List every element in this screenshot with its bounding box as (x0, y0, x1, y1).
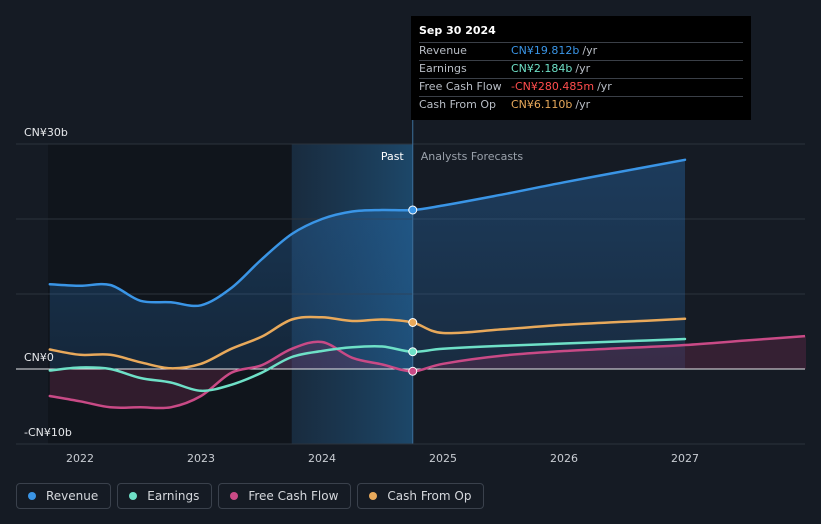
earnings-marker (408, 347, 418, 357)
tooltip-unit: /yr (575, 62, 591, 75)
past-label: Past (381, 150, 405, 163)
x-tick-label: 2022 (66, 452, 94, 465)
legend-label: Free Cash Flow (248, 489, 339, 503)
tooltip-value: CN¥2.184b (511, 62, 573, 75)
legend-dot-icon (129, 492, 138, 500)
tooltip-row-earnings: Earnings CN¥2.184b /yr (419, 60, 743, 78)
tooltip-label: Revenue (419, 44, 467, 57)
x-tick-label: 2027 (671, 452, 699, 465)
tooltip-unit: /yr (582, 44, 598, 57)
legend-label: Earnings (147, 489, 200, 503)
tooltip-row-cash-from-op: Cash From Op CN¥6.110b /yr (419, 96, 743, 114)
free-cash-flow-marker (408, 366, 418, 376)
tooltip-value: CN¥19.812b (511, 44, 580, 57)
y-tick-label: CN¥0 (24, 351, 54, 364)
tooltip-row-free-cash-flow: Free Cash Flow -CN¥280.485m /yr (419, 78, 743, 96)
revenue-line (48, 158, 687, 308)
free-cash-flow-area (49, 336, 807, 409)
legend-dot-icon (369, 492, 378, 500)
cash-from-op-marker (408, 318, 418, 327)
legend-label: Revenue (46, 489, 99, 503)
tooltip-panel: Sep 30 2024 Revenue CN¥19.812b /yr Earni… (411, 16, 751, 120)
tooltip-row-revenue: Revenue CN¥19.812b /yr (419, 42, 743, 60)
financials-chart: CN¥30b CN¥0 -CN¥10b 2022 2023 2024 2025 2026 202… (16, 120, 807, 465)
tooltip-unit: /yr (575, 98, 591, 111)
x-tick-label: 2024 (308, 452, 336, 465)
tooltip-label: Cash From Op (419, 98, 497, 111)
revenue-series (48, 158, 687, 308)
legend-label: Cash From Op (387, 489, 472, 503)
tooltip-value: -CN¥280.485m (511, 80, 595, 93)
tooltip-value: CN¥6.110b (511, 98, 573, 111)
earnings-line (48, 337, 687, 393)
legend: Revenue Earnings Free Cash Flow Cash Fro… (16, 483, 485, 509)
revenue-marker (408, 205, 418, 215)
cash-from-op-series (48, 315, 687, 370)
cash-from-op-line (48, 315, 687, 370)
forecast-label: Analysts Forecasts (421, 150, 524, 163)
tooltip-date: Sep 30 2024 (419, 24, 496, 37)
legend-item-revenue[interactable]: Revenue (16, 483, 112, 509)
x-tick-label: 2025 (429, 452, 457, 465)
y-tick-label: CN¥30b (24, 126, 68, 139)
legend-item-cash-from-op[interactable]: Cash From Op (357, 483, 485, 509)
x-tick-label: 2026 (550, 452, 578, 465)
legend-dot-icon (230, 492, 239, 500)
legend-dot-icon (28, 492, 36, 500)
x-tick-label: 2023 (187, 452, 215, 465)
tooltip-label: Earnings (419, 62, 467, 75)
y-tick-label: -CN¥10b (24, 426, 72, 439)
revenue-area (49, 159, 686, 369)
earnings-series (48, 337, 687, 393)
legend-item-free-cash-flow[interactable]: Free Cash Flow (218, 483, 352, 509)
legend-item-earnings[interactable]: Earnings (117, 483, 213, 509)
tooltip-label: Free Cash Flow (419, 80, 502, 93)
tooltip-unit: /yr (597, 80, 612, 93)
